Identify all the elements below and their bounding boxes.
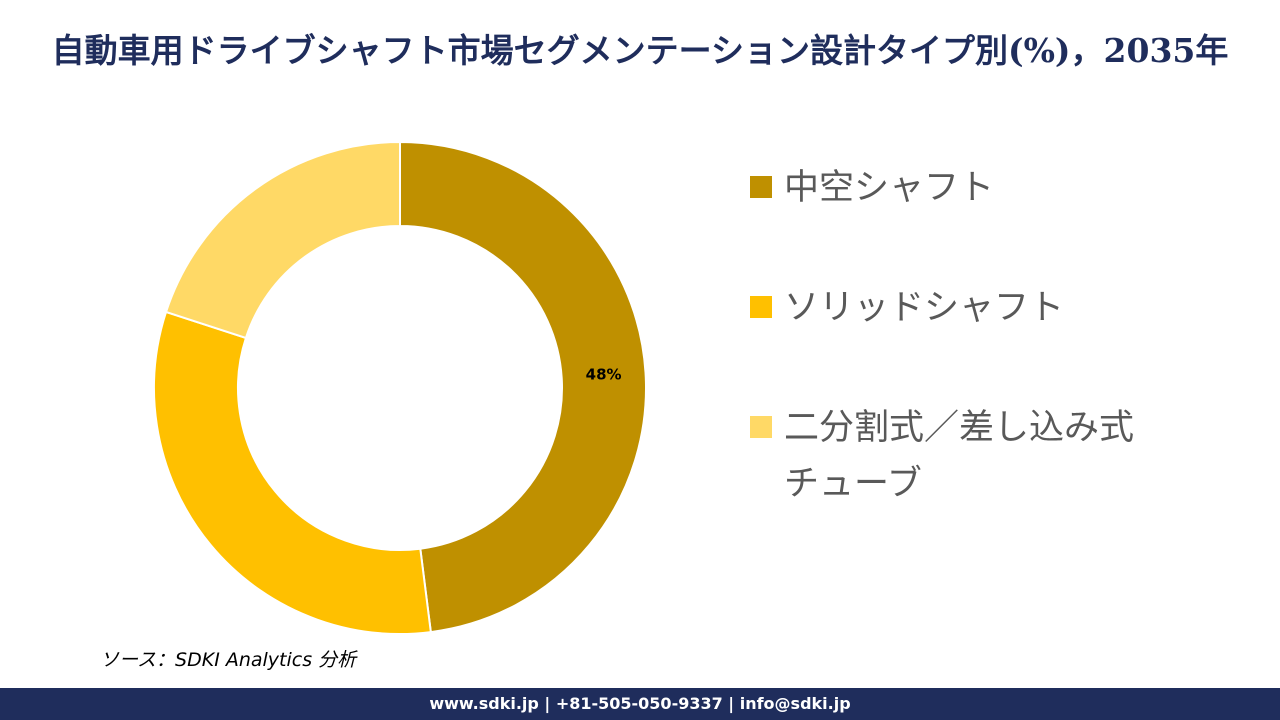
donut-segment xyxy=(153,310,432,635)
donut-segment xyxy=(164,140,401,340)
chart: 48% xyxy=(153,140,647,635)
legend-item: 中空シャフト xyxy=(750,160,1180,216)
legend: 中空シャフトソリッドシャフト二分割式／差し込み式チューブ xyxy=(750,160,1180,576)
value-label: 48% xyxy=(586,366,622,384)
legend-label: 二分割式／差し込み式チューブ xyxy=(784,408,1135,504)
legend-item: ソリッドシャフト xyxy=(750,280,1180,336)
footer: www.sdki.jp | +81-505-050-9337 | info@sd… xyxy=(0,688,1280,720)
legend-swatch xyxy=(750,416,772,438)
legend-label: ソリッドシャフト xyxy=(784,288,1065,328)
chart-title: 自動車用ドライブシャフト市場セグメンテーション設計タイプ別(%)，2035年 xyxy=(51,31,1229,70)
legend-label: 中空シャフト xyxy=(784,168,995,208)
donut-segment xyxy=(399,140,647,634)
legend-item: 二分割式／差し込み式チューブ xyxy=(750,400,1180,512)
source: ソース：SDKI Analytics 分析 xyxy=(100,649,357,671)
legend-swatch xyxy=(750,296,772,318)
legend-swatch xyxy=(750,176,772,198)
